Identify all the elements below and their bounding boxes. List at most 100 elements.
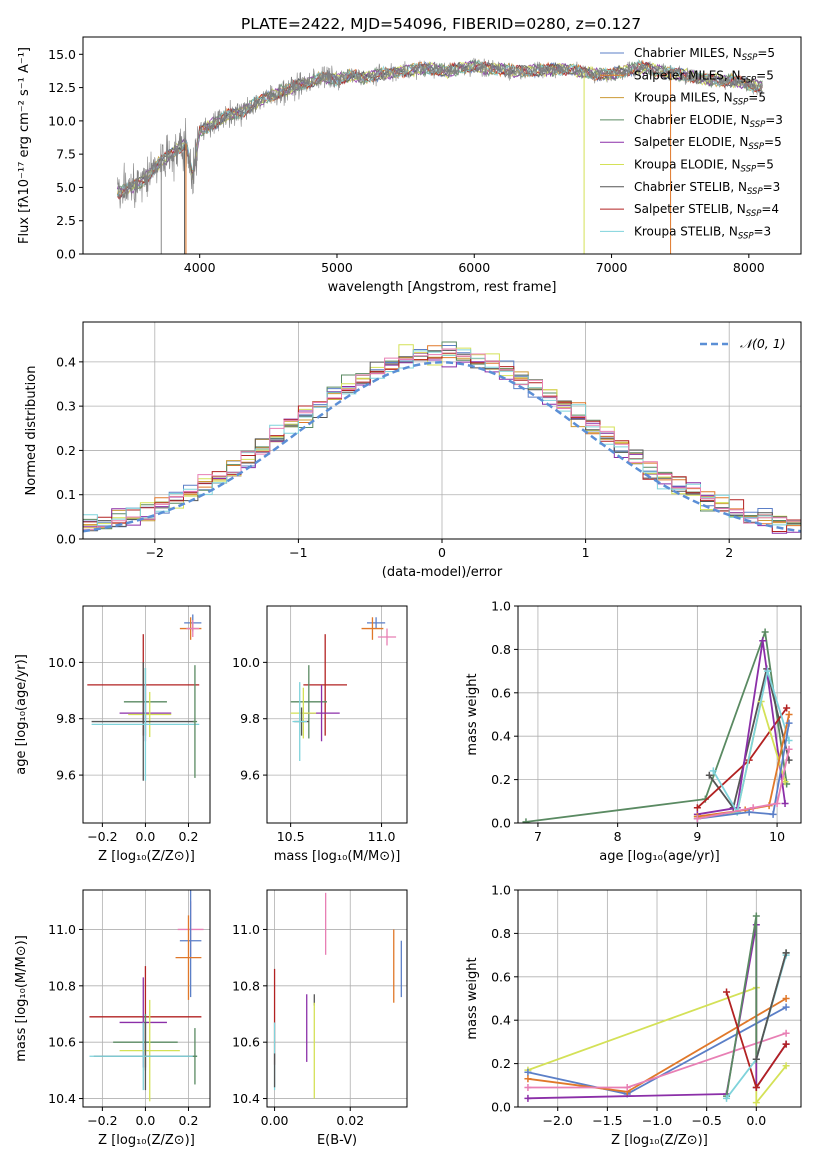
y-tick-label: 10.4 bbox=[48, 1091, 76, 1106]
weight-point-marker bbox=[723, 988, 731, 996]
x-tick-label: −0.2 bbox=[87, 1113, 117, 1128]
y-tick-label: 15.0 bbox=[48, 47, 76, 62]
weight-point-marker bbox=[723, 1094, 731, 1102]
weight-point-marker bbox=[709, 767, 717, 775]
panel-residuals: −2 −1 0 1 2 0.0 0.1 0.2 0.3 0.4 (data-model)/error… bbox=[24, 321, 802, 580]
y-tick-label: 0.2 bbox=[491, 1056, 511, 1071]
weight-point-marker bbox=[745, 808, 753, 816]
x-tick-label: 0.2 bbox=[179, 829, 199, 844]
legend-label: Chabrier MILES, N bbox=[634, 46, 742, 60]
x-tick-label: 10.5 bbox=[277, 829, 305, 844]
y-tick-label: 0.8 bbox=[491, 926, 511, 941]
x-tick-label: 10 bbox=[769, 829, 785, 844]
weight-series-line bbox=[525, 631, 788, 823]
legend-suffix: =5 bbox=[756, 68, 774, 82]
legend-label: Salpeter MILES, N bbox=[634, 68, 741, 82]
x-tick-label: 9 bbox=[693, 829, 701, 844]
x-tick-label: 1 bbox=[582, 545, 590, 560]
panel-massweight_vs_age: 7 8 9 10 0.0 0.2 0.4 0.6 0.8 1.0 age [log₁₀(age/yr… bbox=[465, 599, 802, 864]
x-tick-label: 4000 bbox=[184, 260, 216, 275]
x-tick-label: −1.5 bbox=[592, 1113, 622, 1128]
y-tick-label: 0.6 bbox=[491, 969, 511, 984]
legend-suffix: =5 bbox=[764, 135, 782, 149]
legend-subscript: SSP bbox=[738, 231, 754, 241]
legend-entry: Salpeter MILES, NSSP=5 bbox=[634, 68, 774, 85]
y-tick-label: 0.8 bbox=[491, 642, 511, 657]
legend-label: Kroupa MILES, N bbox=[634, 91, 733, 105]
y-tick-label: 5.0 bbox=[56, 180, 76, 195]
legend-subscript: SSP bbox=[741, 165, 757, 175]
y-tick-label: 1.0 bbox=[491, 883, 511, 898]
weight-point-marker bbox=[524, 1083, 532, 1091]
weight-point-marker bbox=[782, 1062, 790, 1070]
y-tick-label: 12.5 bbox=[48, 80, 76, 95]
x-axis-label: E(B-V) bbox=[317, 1133, 357, 1148]
weight-point-marker bbox=[773, 799, 781, 807]
plot-area-massweight_vs_Z bbox=[524, 912, 790, 1107]
plot-area-age_vs_mass bbox=[290, 617, 397, 761]
weight-point-marker bbox=[752, 912, 760, 920]
y-tick-label: 0.0 bbox=[56, 532, 76, 547]
panel-mass_vs_ebv: 0.00 0.02 10.4 10.6 10.8 11.0 E(B-V) bbox=[232, 889, 408, 1148]
y-tick-label: 0.1 bbox=[56, 487, 76, 502]
plot-area-spectrum bbox=[116, 57, 763, 254]
legend-label: Kroupa STELIB, N bbox=[634, 224, 738, 238]
weight-series-line bbox=[755, 952, 787, 1060]
legend-subscript: SSP bbox=[746, 209, 762, 219]
axes-frame bbox=[517, 605, 802, 824]
weight-series-line bbox=[697, 701, 786, 818]
weight-point-marker bbox=[761, 628, 769, 636]
x-tick-label: 6000 bbox=[458, 260, 490, 275]
weight-point-marker bbox=[752, 1083, 760, 1091]
weight-point-marker bbox=[782, 949, 790, 957]
x-tick-label: 7000 bbox=[596, 260, 628, 275]
legend-suffix: =3 bbox=[763, 180, 781, 194]
spectrum-data-line bbox=[117, 57, 763, 209]
x-tick-label: 0 bbox=[438, 545, 446, 560]
legend-entry: Salpeter STELIB, NSSP=4 bbox=[634, 202, 779, 219]
weight-point-marker bbox=[782, 1040, 790, 1048]
weight-point-marker bbox=[783, 704, 791, 712]
y-tick-label: 10.8 bbox=[48, 978, 76, 993]
x-tick-label: 11.0 bbox=[368, 829, 396, 844]
y-tick-label: 9.8 bbox=[240, 711, 260, 726]
legend-entry: Chabrier STELIB, NSSP=3 bbox=[634, 180, 780, 197]
x-tick-label: −1.0 bbox=[642, 1113, 672, 1128]
x-tick-label: 0.0 bbox=[746, 1113, 766, 1128]
y-tick-label: 9.6 bbox=[56, 768, 76, 783]
panel-spectrum: 4000 5000 6000 7000 8000 0.0 2.5 5.0 7.5 10.0 12.5… bbox=[17, 36, 802, 295]
x-axis-label: mass [log₁₀(M/M⊙)] bbox=[274, 849, 401, 864]
y-axis-label: age [log₁₀(age/yr)] bbox=[14, 654, 29, 775]
x-tick-label: −0.5 bbox=[691, 1113, 721, 1128]
weight-series-line bbox=[712, 667, 790, 815]
plot-area-age_vs_Z bbox=[87, 614, 202, 781]
weight-series-line bbox=[697, 723, 790, 820]
y-tick-label: 9.8 bbox=[56, 711, 76, 726]
x-axis-label: (data-model)/error bbox=[382, 565, 503, 580]
x-tick-label: 0.02 bbox=[336, 1113, 364, 1128]
y-tick-label: 10.0 bbox=[232, 655, 260, 670]
x-tick-label: 0.0 bbox=[135, 829, 155, 844]
legend-label: Kroupa ELODIE, N bbox=[634, 158, 741, 172]
residual-legend: 𝒩(0, 1) bbox=[700, 336, 786, 351]
weight-point-marker bbox=[752, 1099, 760, 1107]
legend-entry: Kroupa STELIB, NSSP=3 bbox=[634, 224, 771, 241]
histogram-step-line bbox=[83, 348, 801, 531]
panel-age_vs_mass: 10.5 11.0 9.6 9.8 10.0 mass [log₁₀(M/M⊙)] bbox=[232, 605, 408, 864]
weight-point-marker bbox=[785, 711, 793, 718]
x-tick-label: 8000 bbox=[733, 260, 765, 275]
x-tick-label: 5000 bbox=[321, 260, 353, 275]
legend-entry: Salpeter ELODIE, NSSP=5 bbox=[634, 135, 782, 152]
x-tick-label: 8 bbox=[614, 829, 622, 844]
y-tick-label: 0.0 bbox=[491, 1100, 511, 1115]
y-tick-label: 11.0 bbox=[232, 922, 260, 937]
weight-point-marker bbox=[693, 815, 701, 823]
y-axis-label: mass weight bbox=[465, 957, 480, 1039]
legend-suffix: =5 bbox=[748, 91, 766, 105]
x-axis-label: Z [log₁₀(Z/Z⊙)] bbox=[98, 1133, 195, 1148]
weight-point-marker bbox=[705, 771, 713, 779]
legend-subscript: SSP bbox=[733, 98, 749, 108]
y-tick-label: 0.4 bbox=[56, 354, 76, 369]
legend-label: 𝒩(0, 1) bbox=[740, 336, 786, 351]
weight-point-marker bbox=[782, 1003, 790, 1011]
